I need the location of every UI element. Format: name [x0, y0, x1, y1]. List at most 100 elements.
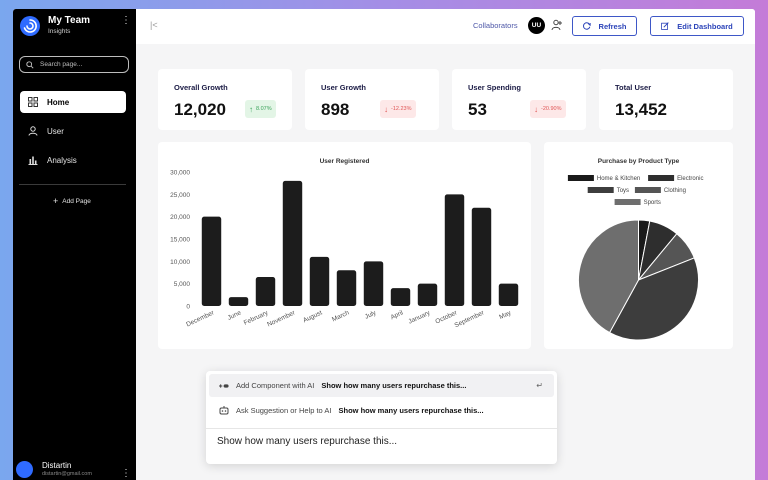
stat-card-overall-growth[interactable]: Overall Growth 12,020 ↑ 8.07% — [158, 69, 292, 130]
ai-prompt-input[interactable] — [217, 436, 547, 447]
user-registered-chart-card[interactable]: User Registered 0 5,000 10,000 15,000 20,000… — [158, 142, 531, 349]
collaborator-avatar[interactable]: UU — [528, 17, 545, 34]
user-menu-icon[interactable]: ⋮ — [121, 468, 131, 479]
stat-card-total-user[interactable]: Total User 13,452 — [599, 69, 733, 130]
change-badge: ↓ -20.90% — [530, 100, 566, 118]
bar-july[interactable] — [363, 261, 384, 306]
bar-april[interactable] — [390, 288, 411, 306]
bar-august[interactable] — [309, 256, 330, 306]
ai-option-add-component[interactable]: Add Component with AI Show how many user… — [209, 374, 554, 397]
change-value: -12.23% — [391, 106, 412, 112]
refresh-icon — [582, 22, 591, 30]
brand[interactable]: My Team Insights — [20, 15, 90, 37]
sidebar-divider — [19, 184, 126, 185]
pie-slice-toys[interactable] — [608, 257, 699, 341]
bar-december[interactable] — [201, 216, 222, 306]
ai-option-ask-suggestion[interactable]: Ask Suggestion or Help to AI Show how ma… — [209, 399, 554, 422]
legend-item: Clothing — [634, 187, 686, 194]
sidebar-item-label: Home — [47, 97, 70, 107]
collapse-sidebar-icon[interactable]: |< — [150, 20, 158, 30]
stat-value: 13,452 — [615, 100, 667, 119]
x-tick-label: April — [390, 309, 405, 321]
add-page-button[interactable]: + Add Page — [53, 196, 91, 206]
chart-title: Purchase by Product Type — [597, 158, 680, 165]
bar-may[interactable] — [498, 283, 519, 306]
legend-item: Toys — [587, 187, 629, 194]
add-user-icon[interactable] — [551, 19, 563, 31]
x-tick-label: May — [498, 309, 513, 321]
bar-january[interactable] — [417, 283, 438, 306]
x-tick-label: February — [243, 309, 270, 327]
bar-october[interactable] — [444, 194, 465, 306]
legend-item: Home & Kitchen — [567, 175, 640, 182]
app-window: My Team Insights ⋮ Home — [13, 9, 755, 480]
ai-option-query: Show how many users repurchase this... — [338, 406, 484, 415]
legend-label: Sports — [644, 200, 661, 206]
team-menu-icon[interactable]: ⋮ — [121, 15, 131, 26]
user-email: distartin@gmail.com — [42, 471, 92, 477]
legend-swatch — [567, 175, 594, 181]
user-profile[interactable]: Distartin distartin@gmail.com — [16, 461, 92, 478]
x-tick-label: March — [331, 309, 351, 323]
x-tick-label: January — [407, 309, 432, 325]
stat-label: User Growth — [321, 83, 367, 92]
legend-swatch — [587, 187, 614, 193]
arrow-down-icon: ↓ — [384, 104, 388, 114]
y-tick-label: 0 — [186, 304, 190, 311]
y-tick-label: 10,000 — [170, 259, 190, 266]
pie-slice-sports[interactable] — [578, 219, 639, 334]
sidebar-item-analysis[interactable]: Analysis — [20, 149, 126, 171]
search-box[interactable] — [19, 56, 129, 73]
sidebar-item-home[interactable]: Home — [20, 91, 126, 113]
robot-icon — [219, 406, 229, 415]
legend-swatch — [634, 187, 661, 193]
sidebar-item-label: Analysis — [47, 155, 77, 165]
legend-item: Electronic — [648, 175, 703, 182]
plus-icon: + — [53, 196, 59, 206]
user-icon — [28, 126, 38, 136]
x-tick-label: August — [302, 309, 323, 324]
stat-card-user-spending[interactable]: User Spending 53 ↓ -20.90% — [452, 69, 586, 130]
stat-value: 898 — [321, 100, 350, 119]
bar-november[interactable] — [282, 180, 303, 306]
stat-label: User Spending — [468, 83, 521, 92]
ai-option-label: Add Component with AI — [236, 381, 315, 390]
bar-march[interactable] — [336, 270, 357, 306]
sidebar: My Team Insights ⋮ Home — [13, 9, 136, 480]
edit-dashboard-label: Edit Dashboard — [677, 21, 733, 31]
y-tick-label: 30,000 — [170, 170, 190, 177]
sidebar-item-user[interactable]: User — [20, 120, 126, 142]
bar-chart-icon — [28, 156, 38, 165]
arrow-down-icon: ↓ — [534, 104, 538, 114]
user-registered-bar-chart: 0 5,000 10,000 15,000 20,000 25,000 30,000 Dece… — [170, 170, 519, 329]
x-tick-label: November — [266, 309, 297, 328]
stat-card-user-growth[interactable]: User Growth 898 ↓ -12.23% — [305, 69, 439, 130]
add-component-icon — [219, 383, 229, 388]
bar-february[interactable] — [255, 276, 276, 306]
team-logo-icon — [20, 16, 40, 36]
sidebar-item-label: User — [47, 126, 64, 136]
x-tick-label: December — [185, 309, 216, 328]
grid-icon — [28, 97, 38, 107]
y-tick-label: 25,000 — [170, 192, 190, 199]
user-name: Distartin — [42, 461, 72, 470]
legend-label: Home & Kitchen — [597, 176, 640, 182]
enter-key-icon: ↵ — [536, 381, 543, 390]
change-value: 8.07% — [256, 106, 272, 112]
legend-label: Toys — [617, 188, 629, 194]
stat-label: Total User — [615, 83, 652, 92]
legend-label: Electronic — [677, 176, 703, 182]
purchase-by-product-chart-card[interactable]: Purchase by Product Type Home & Kitchen E… — [544, 142, 733, 349]
search-input[interactable] — [40, 61, 120, 68]
change-badge: ↓ -12.23% — [380, 100, 416, 118]
edit-dashboard-button[interactable]: Edit Dashboard — [650, 16, 744, 36]
popup-divider — [206, 428, 557, 429]
collaborators-label: Collaborators — [473, 21, 518, 30]
bar-september[interactable] — [471, 207, 492, 306]
legend-item: Sports — [614, 199, 661, 206]
stat-value: 53 — [468, 100, 487, 119]
legend-swatch — [614, 199, 641, 205]
bar-june[interactable] — [228, 297, 249, 306]
x-tick-label: July — [364, 309, 378, 321]
refresh-button[interactable]: Refresh — [572, 16, 637, 36]
